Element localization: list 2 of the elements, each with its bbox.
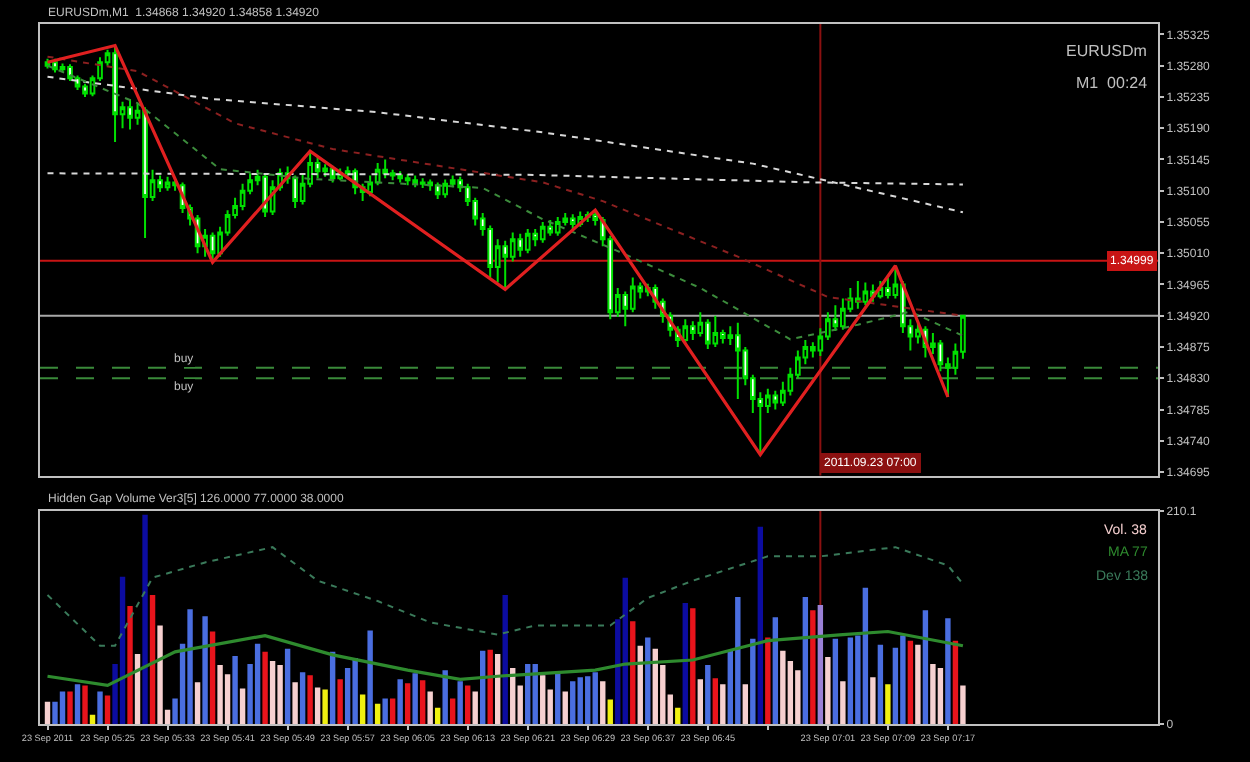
annotation: EURUSDm [1066,42,1148,60]
annotation: M1 00:24 [1076,74,1149,92]
